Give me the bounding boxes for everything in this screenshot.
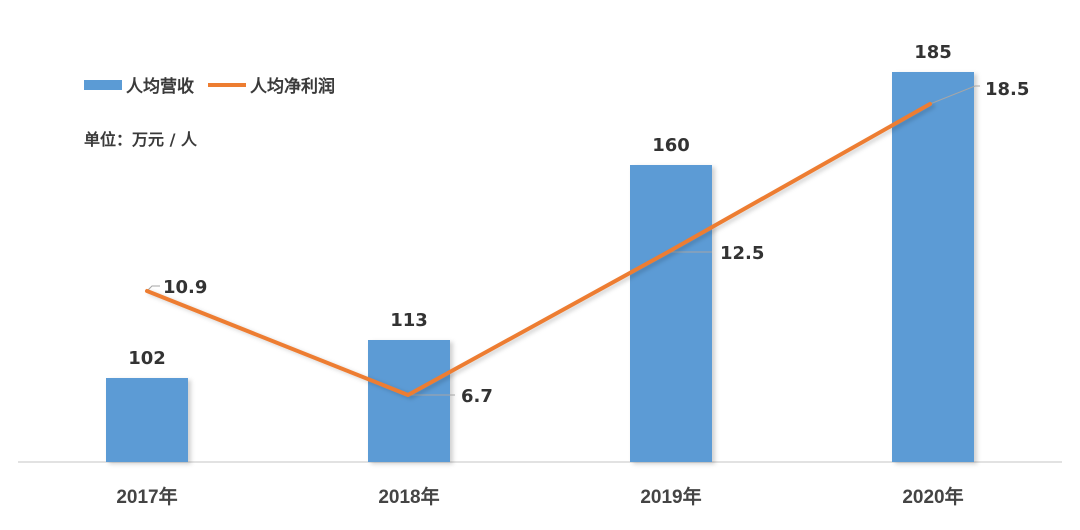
legend-bar-swatch-icon xyxy=(84,79,122,90)
bar-value-label: 185 xyxy=(914,42,952,63)
line-value-label: 10.9 xyxy=(163,277,207,298)
line-value-label: 6.7 xyxy=(461,386,493,407)
unit-note: 单位：万元 / 人 xyxy=(84,130,197,149)
legend-line-swatch-icon xyxy=(208,82,246,87)
x-axis-label: 2017年 xyxy=(116,485,177,508)
bar-value-label: 102 xyxy=(128,348,166,369)
bar-2020年 xyxy=(892,72,974,462)
leader-line xyxy=(929,85,980,105)
bar-value-label: 113 xyxy=(390,310,428,331)
line-value-label: 18.5 xyxy=(985,79,1029,100)
line-value-label: 12.5 xyxy=(720,243,764,264)
bar-2017年 xyxy=(106,378,188,462)
legend-item-profit: 人均净利润 xyxy=(208,72,335,97)
bar-value-label: 160 xyxy=(652,135,690,156)
profit-line xyxy=(145,102,932,397)
leader-line xyxy=(146,285,160,292)
x-axis-label: 2020年 xyxy=(902,485,963,508)
legend-item-revenue: 人均营收 xyxy=(84,72,194,97)
x-axis-label: 2018年 xyxy=(378,485,439,508)
x-axis-label: 2019年 xyxy=(640,485,701,508)
legend-revenue-label: 人均营收 xyxy=(126,77,194,97)
legend-profit-label: 人均净利润 xyxy=(250,77,335,97)
bar-2019年 xyxy=(630,165,712,462)
bar-2018年 xyxy=(368,340,450,462)
chart-legend: 人均营收 人均净利润 xyxy=(84,72,335,97)
